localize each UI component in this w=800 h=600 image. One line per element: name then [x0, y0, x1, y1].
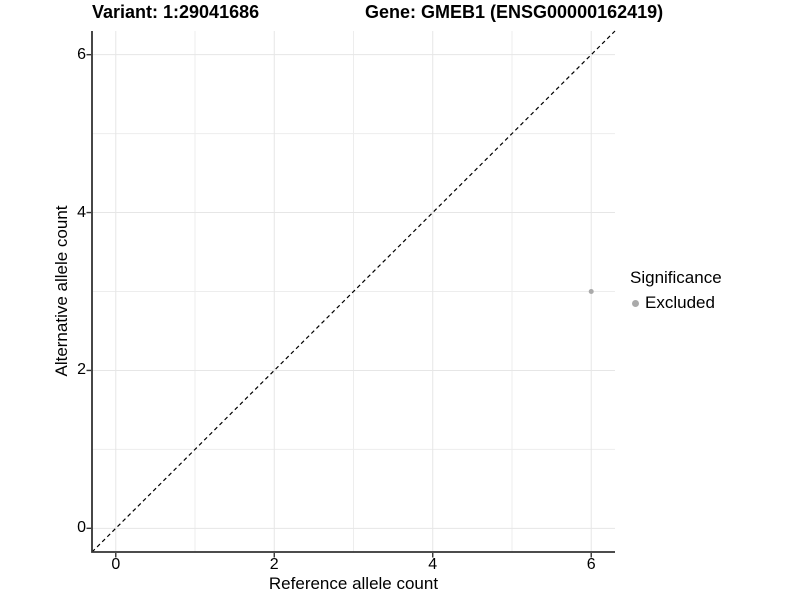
- x-tick-label: 6: [586, 556, 596, 573]
- y-axis-title: Alternative allele count: [52, 205, 71, 377]
- legend-entry-label: Excluded: [645, 293, 715, 312]
- x-tick-label: 2: [269, 556, 279, 573]
- identity-reference-line: [91, 30, 616, 553]
- legend-title: Significance: [630, 268, 722, 287]
- x-tick-label: 4: [428, 556, 438, 573]
- y-tick-label: 0: [77, 519, 86, 537]
- data-point: [588, 289, 594, 294]
- legend-entry-excluded: Excluded: [632, 293, 722, 312]
- y-tick-label: 6: [77, 45, 86, 63]
- x-axis-title: Reference allele count: [268, 574, 439, 593]
- y-tick-label: 4: [77, 203, 86, 221]
- legend: Significance Excluded: [630, 268, 722, 312]
- plot-title-variant: Variant: 1:29041686: [92, 2, 260, 22]
- axis-lines: [91, 31, 615, 553]
- legend-point-icon: [632, 299, 639, 307]
- x-tick-label: 0: [111, 556, 121, 573]
- y-tick-label: 2: [77, 361, 86, 379]
- plot-title-gene: Gene: GMEB1 (ENSG00000162419): [365, 2, 664, 22]
